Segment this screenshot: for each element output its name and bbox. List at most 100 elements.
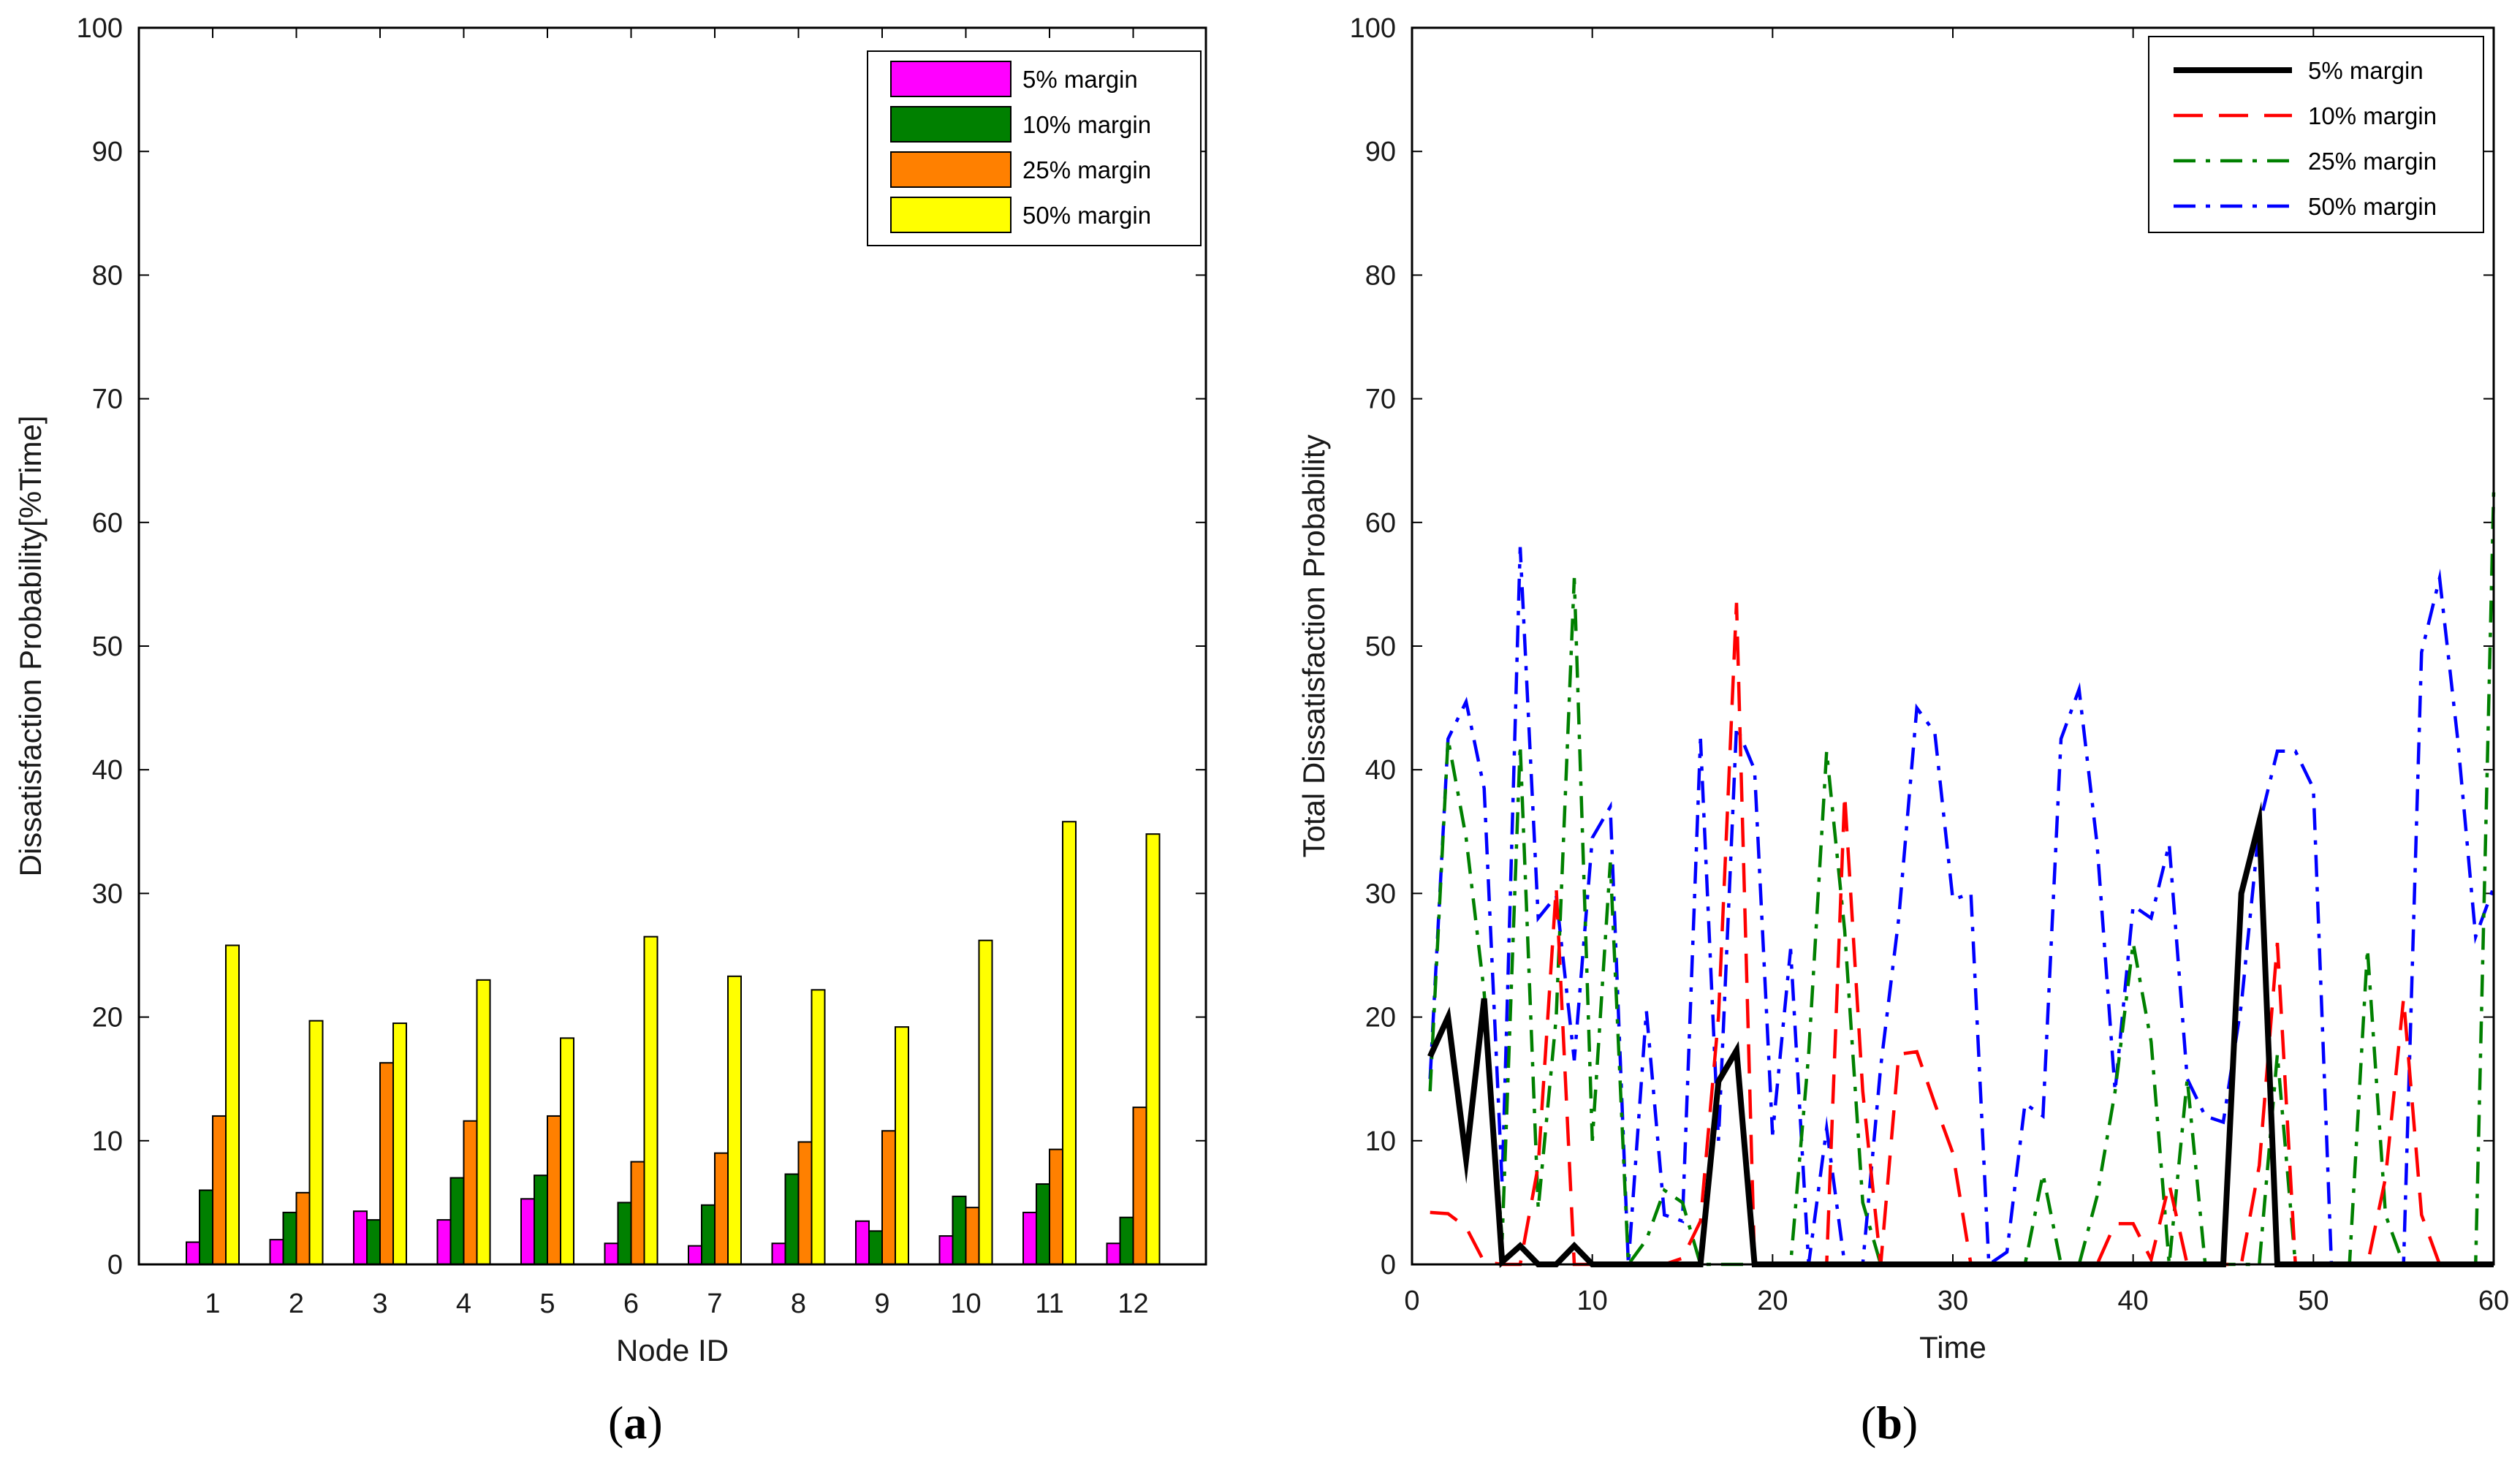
panel-b-legend-label: 50% margin	[2308, 193, 2437, 220]
panel-a-legend-label: 50% margin	[1022, 202, 1151, 229]
panel-a-bar	[855, 1220, 870, 1266]
panel-a-bar	[617, 1202, 632, 1266]
panel-a-bar	[269, 1239, 284, 1266]
panel-b-xtick-label: 20	[1757, 1286, 1788, 1316]
panel-a-xtick-label: 2	[289, 1289, 304, 1319]
panel-a-bar	[714, 1152, 729, 1265]
panel-a-xtick-label: 4	[456, 1289, 471, 1319]
panel-a-bar	[353, 1210, 368, 1266]
panel-a-xtick-label: 1	[205, 1289, 220, 1319]
panel-a-x-axis-label: Node ID	[616, 1333, 729, 1367]
panel-b-xtick-label: 30	[1938, 1286, 1968, 1316]
panel-a-ytick-label: 60	[92, 508, 123, 539]
panel-a-bar	[688, 1245, 702, 1265]
panel-a-ytick-label: 100	[77, 13, 123, 44]
panel-a-xtick-label: 10	[950, 1289, 981, 1319]
panel-a-legend: 5% margin 10% margin 25% margin 50% margin	[867, 50, 1202, 246]
panel-a-bar	[881, 1130, 896, 1266]
panel-a-bar	[547, 1115, 561, 1265]
panel-a-legend-label: 25% margin	[1022, 156, 1151, 183]
panel-b-caption-letter: b	[1876, 1397, 1902, 1449]
panel-a-xtick-label: 7	[707, 1289, 722, 1319]
panel-b-xtick-label: 60	[2478, 1286, 2509, 1316]
panel-a-ytick-label: 40	[92, 755, 123, 786]
panel-b-x-axis-label: Time	[1919, 1330, 1986, 1365]
panel-a-bar	[436, 1219, 452, 1266]
panel-b-series-line-2	[1430, 602, 2494, 1267]
panel-b-ytick-label: 100	[1350, 13, 1396, 44]
panel-b-legend: 5% margin 10% margin 25% margin 50% margin	[2148, 36, 2484, 233]
panel-a-bar	[1132, 1107, 1147, 1265]
panel-a-xtick-label: 6	[623, 1289, 639, 1319]
panel-a-bar	[186, 1241, 200, 1265]
panel-a-ytick-label: 50	[92, 631, 123, 662]
panel-a-bar	[199, 1189, 213, 1265]
panel-b-ytick-label: 20	[1365, 1003, 1396, 1033]
panel-a-legend-label: 10% margin	[1022, 111, 1151, 138]
panel-a-bar	[965, 1207, 980, 1265]
panel-b-ytick-label: 40	[1365, 755, 1396, 786]
panel-a-caption: (a)	[608, 1397, 663, 1449]
panel-a-bar	[1022, 1211, 1037, 1266]
panel-a-legend-swatch	[890, 151, 1012, 188]
panel-a-bar	[1119, 1216, 1134, 1265]
panel-b-ytick-label: 50	[1365, 631, 1396, 662]
panel-a-caption-letter: a	[623, 1397, 647, 1449]
panel-b-ytick-label: 70	[1365, 384, 1396, 415]
panel-a-bar	[379, 1062, 394, 1265]
panel-b-xtick-label: 50	[2298, 1286, 2329, 1316]
panel-b-y-axis-label: Total Dissatisfaction Probability	[1297, 435, 1331, 858]
panel-b-xtick-label: 10	[1577, 1286, 1608, 1316]
panel-b-series-line-4	[1428, 547, 2496, 1268]
panel-a-bar	[895, 1026, 909, 1265]
panel-a-bar	[811, 989, 826, 1265]
panel-a-bar	[1062, 821, 1077, 1266]
panel-a-xtick-label: 9	[874, 1289, 889, 1319]
panel-a-bar	[225, 944, 240, 1265]
panel-a-bar	[1049, 1148, 1063, 1266]
panel-a-legend-swatch	[890, 106, 1012, 143]
panel-a-xtick-label: 5	[539, 1289, 555, 1319]
panel-a-legend-swatch	[890, 197, 1012, 233]
panel-a-legend-label: 5% margin	[1022, 66, 1138, 93]
panel-a-xtick-label: 3	[372, 1289, 387, 1319]
panel-a-bar	[643, 936, 659, 1265]
panel-a-bar	[771, 1242, 786, 1265]
panel-a-bar	[449, 1177, 465, 1266]
panel-a-bar	[952, 1195, 967, 1265]
panel-a-xtick-label: 12	[1117, 1289, 1148, 1319]
panel-a-bar	[727, 975, 742, 1266]
panel-b-xtick-label: 0	[1404, 1286, 1419, 1316]
panel-a-bar	[212, 1115, 227, 1265]
panel-a-xtick-label: 8	[791, 1289, 806, 1319]
panel-a-bar	[630, 1161, 645, 1265]
panel-a-xtick-label: 11	[1035, 1289, 1063, 1319]
panel-a-ytick-label: 70	[92, 384, 123, 415]
panel-b-ytick-label: 80	[1365, 260, 1396, 291]
panel-a-ytick-label: 10	[92, 1126, 123, 1157]
panel-b-line-chart: 0 10 20 30 40 50 60 70 80 90 100 0 10 20 30 40 50 60 5% m…	[1297, 13, 2509, 1449]
panel-b-ytick-label: 10	[1365, 1126, 1396, 1157]
panel-b-caption: (b)	[1861, 1397, 1918, 1449]
panel-b-ytick-label: 30	[1365, 879, 1396, 909]
panel-a-axes-box	[137, 26, 1207, 1266]
panel-a-bar	[978, 939, 993, 1266]
panel-a-ytick-label: 20	[92, 1003, 123, 1033]
panel-a-bar	[392, 1022, 407, 1266]
panel-b-lines	[1427, 491, 2496, 1270]
panel-b-ytick-label: 60	[1365, 508, 1396, 539]
panel-a-bar	[560, 1037, 574, 1265]
panel-b-xtick-label: 40	[2118, 1286, 2149, 1316]
panel-a-bar	[868, 1230, 883, 1266]
panel-a-ytick-label: 0	[107, 1250, 123, 1280]
panel-a-bar	[797, 1141, 813, 1265]
panel-a-legend-swatch	[890, 61, 1012, 97]
panel-a-bar	[463, 1120, 478, 1266]
panel-a-bar	[520, 1198, 535, 1265]
panel-a-bar	[476, 979, 491, 1265]
panel-b-axes-box	[1411, 26, 2495, 1266]
panel-a-ytick-label: 90	[92, 137, 123, 167]
